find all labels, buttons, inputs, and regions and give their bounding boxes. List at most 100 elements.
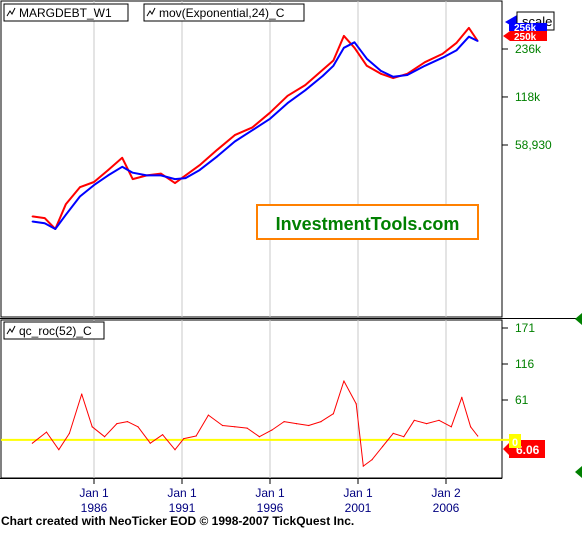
roc-line-point <box>183 438 185 440</box>
roc-line-point <box>403 436 405 438</box>
ema-line-point <box>476 40 479 42</box>
roc-line-point <box>413 419 415 421</box>
roc-line-point <box>308 424 310 427</box>
x-tick-label-date: Jan 1 <box>255 486 285 500</box>
lower-last-value-tag: 6.06 0 <box>503 434 545 458</box>
x-tick-label-year: 1991 <box>169 501 196 515</box>
ema-line-point <box>216 155 218 158</box>
ema-line-point <box>424 65 426 67</box>
roc-line-point <box>104 436 106 438</box>
roc-line-point <box>362 465 364 467</box>
ema-line-point <box>107 174 109 177</box>
roc-line-point <box>258 436 260 438</box>
roc-line-point <box>234 426 236 428</box>
ema-line-point <box>65 214 67 216</box>
ema-line-point <box>160 174 162 177</box>
ema-line-point <box>269 118 271 120</box>
margdebt-line-point <box>198 164 201 166</box>
roc-line-point <box>382 445 384 448</box>
roc-line-point <box>392 432 394 434</box>
lower-y-tick-label: 171 <box>515 321 535 335</box>
ema-line-point <box>366 57 368 60</box>
ema-line-point <box>93 184 95 186</box>
margdebt-line-point <box>269 111 271 114</box>
ema-line-point <box>31 220 34 223</box>
series-layer <box>1 26 510 467</box>
margdebt-line-point <box>380 73 382 75</box>
roc-line-point <box>271 429 273 431</box>
margdebt-line-point <box>131 178 134 180</box>
roc-line-point <box>332 413 334 415</box>
ema-last-value-label: 256k <box>514 23 537 34</box>
margdebt-line-point <box>424 61 426 63</box>
ema-line-point <box>79 195 81 198</box>
line-series-icon <box>6 7 16 17</box>
roc-line-point <box>450 426 452 428</box>
upper-y-tick-label: 58,930 <box>515 138 552 152</box>
roc-line-point <box>470 426 472 428</box>
margdebt-line-point <box>353 47 356 49</box>
upper-y-tick-label: 118k <box>515 90 541 104</box>
lower-y-tick-label: 61 <box>515 393 529 407</box>
ema-line-point <box>455 49 458 51</box>
margdebt-line-point <box>286 95 289 97</box>
upper-plot-area <box>0 0 503 318</box>
margdebt-line-point <box>332 59 335 62</box>
margdebt-line-point <box>31 215 34 218</box>
roc-line-point <box>149 442 151 444</box>
roc-line-point <box>68 432 70 434</box>
x-tick-label-date: Jan 1 <box>343 486 373 500</box>
margdebt-line-point <box>79 186 81 188</box>
roc-line-point <box>116 423 118 425</box>
margdebt-line-point <box>93 181 95 183</box>
upper-legend: MARGDEBT_W1 mov(Exponential,24)_C <box>3 3 305 22</box>
ema-line-point <box>343 47 345 49</box>
lower-plot-area <box>0 319 503 479</box>
upper-right-marker-icon <box>575 313 582 325</box>
margdebt-line-point <box>160 172 162 175</box>
ema-line-point <box>468 35 470 38</box>
legend-roc: qc_roc(52)_C <box>19 324 92 338</box>
roc-line-point <box>137 426 139 428</box>
upper-last-value-tags: 256k 250k <box>503 23 547 43</box>
roc-line-point <box>81 393 83 395</box>
roc-line-point <box>162 434 164 436</box>
x-tick-label-date: Jan 1 <box>167 486 197 500</box>
roc-line-point <box>126 421 128 423</box>
ema-line-point <box>43 222 46 225</box>
ema-line-point <box>251 129 254 131</box>
margdebt-line-point <box>304 84 307 86</box>
margdebt-line-point <box>468 27 470 29</box>
ema-line-point <box>174 178 176 180</box>
margdebt-line-point <box>251 126 254 129</box>
margdebt-line-point <box>107 169 109 171</box>
margdebt-line-point <box>234 134 236 136</box>
ema-line-point <box>234 140 236 143</box>
ema-line-point <box>304 89 307 92</box>
roc-last-value-label: 6.06 <box>516 443 540 457</box>
roc-line-point <box>426 423 428 425</box>
roc-line-point <box>195 435 197 437</box>
ema-line-point <box>184 177 187 179</box>
x-tick-label-date: Jan 1 <box>79 486 109 500</box>
ema-line-point <box>392 76 395 78</box>
ema-line-point <box>380 70 382 72</box>
margdebt-line-point <box>322 68 324 71</box>
line-series-icon <box>6 325 16 335</box>
ema-line-point <box>441 56 444 59</box>
ema-line-point <box>322 75 324 77</box>
ema-line-point <box>198 169 201 171</box>
x-tick-label-date: Jan 2 <box>431 486 461 500</box>
lower-y-tick-label: 116 <box>515 357 534 371</box>
roc-line-point <box>91 426 93 428</box>
roc-line-point <box>295 423 297 425</box>
zero-marker-label: 0 <box>512 437 518 449</box>
roc-line <box>32 380 479 467</box>
margdebt-line-point <box>343 35 345 37</box>
margdebt-line-point <box>65 203 67 206</box>
margdebt-line-point <box>184 174 187 177</box>
roc-line-point <box>31 442 33 444</box>
margdebt-line-point <box>441 53 444 55</box>
margdebt-line-point <box>43 217 46 219</box>
